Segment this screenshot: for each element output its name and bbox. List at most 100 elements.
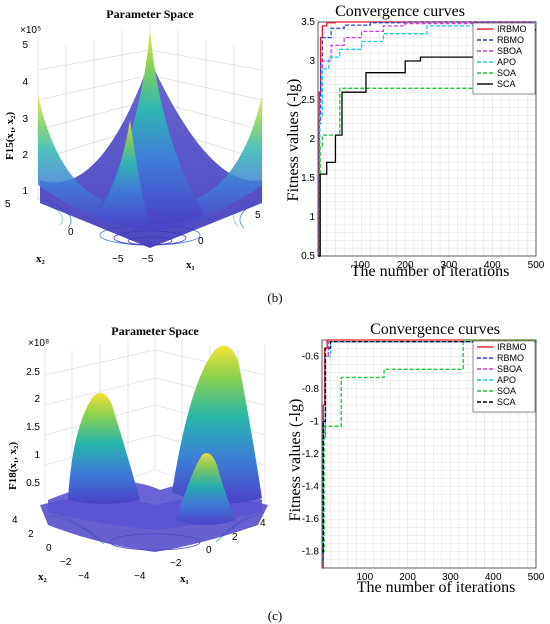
y-tick-b-5: 1 xyxy=(309,212,315,223)
legend-label-b-3: APO xyxy=(497,57,516,67)
x-tick-b-3: 400 xyxy=(484,260,501,271)
ztick-b-3: 2 xyxy=(22,150,28,161)
legend-label-c-5: SCA xyxy=(497,397,516,407)
surface-center-peak-b xyxy=(95,120,150,228)
x-tick-c-4: 500 xyxy=(528,572,545,583)
legend-label-b-5: SCA xyxy=(497,79,516,89)
series-line-c-sca xyxy=(322,340,537,553)
legend-label-c-1: RBMO xyxy=(497,353,524,363)
y-tick-b-1: 3 xyxy=(309,56,315,67)
convergence-plot-b: Convergence curves Fitness values (-lg) … xyxy=(285,3,545,280)
surface-xlabel-b: x₁ xyxy=(186,259,195,271)
ytick-b-2: −5 xyxy=(112,254,124,265)
series-line-b-apo xyxy=(318,22,537,257)
surface-zscale-b: ×10⁵ xyxy=(20,25,41,36)
ytick-c-4: −4 xyxy=(78,571,90,582)
x-tick-c-3: 400 xyxy=(485,572,502,583)
x-tick-b-2: 300 xyxy=(440,260,457,271)
ztick-c-1: 2 xyxy=(34,394,40,405)
surface-small-peak-c xyxy=(176,452,236,525)
x-tick-c-0: 100 xyxy=(356,572,373,583)
y-tick-b-4: 1.5 xyxy=(301,173,315,184)
ytick-c-2: 0 xyxy=(46,543,52,554)
ytick-c-0: 4 xyxy=(12,515,18,526)
surface-zlabel-c: F18(x₁, x₂) xyxy=(7,442,19,490)
surface-plot-c: Parameter Space ×10⁸ 2.5 2 1.5 xyxy=(7,324,268,585)
xtick-c-2: 0 xyxy=(206,545,212,556)
y-tick-b-0: 3.5 xyxy=(301,17,315,28)
ztick-c-3: 1 xyxy=(34,450,40,461)
legend-label-c-2: SBOA xyxy=(497,364,522,374)
x-tick-c-2: 300 xyxy=(442,572,459,583)
xtick-c-0: 4 xyxy=(260,518,266,529)
surface-xticks-c: 4 2 0 −2 −4 xyxy=(134,518,266,582)
ztick-b-0: 5 xyxy=(22,40,28,51)
ztick-c-2: 1.5 xyxy=(26,422,40,433)
surface-title-b: Parameter Space xyxy=(106,7,194,21)
convergence-xlabel-c: The number of iterations xyxy=(357,579,516,596)
xtick-c-4: −4 xyxy=(134,571,146,582)
surface-ylabel-b: x₂ xyxy=(36,253,46,265)
surface-xticks-b: 5 0 −5 xyxy=(142,210,261,265)
legend-label-b-1: RBMO xyxy=(497,35,524,45)
ytick-c-1: 2 xyxy=(28,529,34,540)
panel-label-c: (c) xyxy=(268,608,282,623)
surface-yticks-c: 4 2 0 −2 −4 xyxy=(12,515,90,582)
surface-left-peak-c xyxy=(68,392,140,504)
surface-zscale-c: ×10⁸ xyxy=(28,338,49,349)
convergence-ylabel-b: Fitness values (-lg) xyxy=(285,79,302,202)
x-tick-b-0: 100 xyxy=(353,260,370,271)
ztick-b-2: 3 xyxy=(22,114,28,125)
xtick-b-1: 0 xyxy=(198,236,204,247)
surface-zticks-c: 2.5 2 1.5 1 0.5 xyxy=(26,367,40,489)
y-tick-b-2: 2.5 xyxy=(301,95,315,106)
legend-label-c-4: SOA xyxy=(497,386,516,396)
y-tick-c-0: -0.6 xyxy=(302,351,320,362)
x-tick-c-1: 200 xyxy=(399,572,416,583)
x-tick-b-4: 500 xyxy=(528,260,545,271)
surface-plot-b: Parameter Space ×10⁵ xyxy=(4,7,263,271)
surface-ylabel-c: x₂ xyxy=(38,571,48,583)
surface-xlabel-c: x₁ xyxy=(180,573,189,585)
surface-title-c: Parameter Space xyxy=(111,324,199,338)
xtick-b-0: 5 xyxy=(255,210,261,221)
convergence-xlabel-b: The number of iterations xyxy=(351,263,510,280)
convergence-title-b: Convergence curves xyxy=(335,3,465,20)
panel-label-b: (b) xyxy=(267,290,282,305)
y-tick-b-3: 2 xyxy=(309,134,315,145)
ztick-b-4: 1 xyxy=(22,186,28,197)
y-tick-c-6: -1.8 xyxy=(302,547,320,558)
xtick-c-3: −2 xyxy=(170,558,182,569)
surface-right-peak-c xyxy=(172,345,262,504)
legend-label-c-0: IRBMO xyxy=(497,342,527,352)
surface-zlabel-b: F15(x₁, x₂) xyxy=(4,112,16,160)
convergence-ylabel-c: Fitness values (-lg) xyxy=(287,399,304,522)
ztick-c-0: 2.5 xyxy=(26,367,40,378)
xtick-b-2: −5 xyxy=(142,254,154,265)
surface-wings-b xyxy=(38,95,262,232)
ytick-c-3: −2 xyxy=(60,557,72,568)
xtick-c-1: 2 xyxy=(232,532,238,543)
legend-box-b xyxy=(472,22,536,95)
ztick-b-1: 4 xyxy=(22,77,28,88)
y-tick-c-3: -1.2 xyxy=(302,449,320,460)
series-line-b-irbmo xyxy=(318,21,536,257)
y-tick-c-4: -1.4 xyxy=(302,482,320,493)
convergence-plot-c: Convergence curves Fitness values (-lg) … xyxy=(287,321,545,596)
ytick-b-0: 5 xyxy=(5,199,11,210)
y-tick-b-6: 0.5 xyxy=(301,251,315,262)
convergence-title-c: Convergence curves xyxy=(370,321,500,338)
surface-yticks-b: 5 0 −5 xyxy=(5,199,124,265)
legend-label-b-2: SBOA xyxy=(497,46,522,56)
y-tick-c-5: -1.6 xyxy=(302,514,320,525)
series-line-c-soa xyxy=(322,339,536,553)
surface-zticks-b: 5 4 3 2 1 xyxy=(22,40,28,197)
legend-label-b-0: IRBMO xyxy=(497,24,527,34)
x-tick-b-1: 200 xyxy=(397,260,414,271)
series-line-b-sboa xyxy=(318,22,537,257)
y-tick-c-2: -1 xyxy=(310,416,319,427)
legend-label-b-4: SOA xyxy=(497,68,516,78)
